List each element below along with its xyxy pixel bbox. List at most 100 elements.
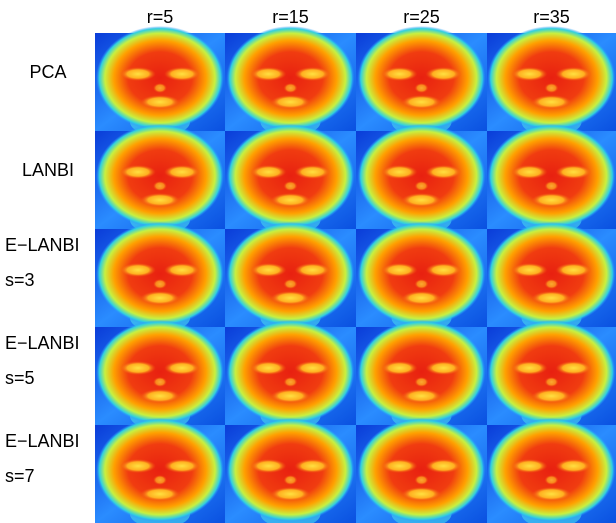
face-heatmap <box>487 418 616 523</box>
face <box>358 418 486 522</box>
mouth-region <box>402 389 442 403</box>
face-heatmap <box>95 26 225 136</box>
face-heatmap <box>356 222 487 332</box>
mouth-region <box>140 95 180 109</box>
nose-region <box>284 181 298 191</box>
mouth-region <box>532 291 572 305</box>
mouth-region <box>532 95 572 109</box>
eye-region <box>251 459 287 473</box>
eye-region <box>251 67 287 81</box>
eye-region <box>382 361 418 375</box>
eye-region <box>164 67 200 81</box>
nose-region <box>415 377 429 387</box>
eye-region <box>120 459 156 473</box>
face-heatmap <box>225 418 356 523</box>
nose-region <box>153 181 167 191</box>
face-heatmap <box>225 320 356 430</box>
mouth-region <box>402 487 442 501</box>
mouth-region <box>402 193 442 207</box>
eye-region <box>382 67 418 81</box>
eye-region <box>556 263 592 277</box>
eye-region <box>382 459 418 473</box>
eye-region <box>295 165 331 179</box>
face <box>227 418 355 522</box>
face <box>488 418 616 522</box>
eye-region <box>251 263 287 277</box>
eye-region <box>382 165 418 179</box>
eye-region <box>512 165 548 179</box>
mouth-region <box>532 487 572 501</box>
column-header: r=35 <box>533 7 570 27</box>
mouth-region <box>532 193 572 207</box>
eye-region <box>512 263 548 277</box>
nose-region <box>415 475 429 485</box>
nose-region <box>415 83 429 93</box>
mouth-region <box>532 389 572 403</box>
row-label: E−LANBI <box>5 333 80 353</box>
eye-region <box>512 67 548 81</box>
face-heatmap <box>225 26 356 136</box>
row-label: LANBI <box>22 160 74 180</box>
face-heatmap <box>95 124 225 234</box>
nose-region <box>284 279 298 289</box>
eye-region <box>426 361 462 375</box>
face-heatmap <box>225 124 356 234</box>
eye-region <box>295 361 331 375</box>
face-heatmap <box>356 320 487 430</box>
row-label: E−LANBI <box>5 431 80 451</box>
face <box>488 320 616 424</box>
face <box>96 124 224 228</box>
mouth-region <box>140 291 180 305</box>
row-label: PCA <box>29 62 66 82</box>
mouth-region <box>271 291 311 305</box>
mouth-region <box>140 389 180 403</box>
column-header: r=25 <box>403 7 440 27</box>
face-heatmap <box>95 418 225 523</box>
face-heatmap <box>95 222 225 332</box>
eye-region <box>120 165 156 179</box>
eye-region <box>295 459 331 473</box>
eye-region <box>382 263 418 277</box>
eye-region <box>120 263 156 277</box>
column-header: r=15 <box>272 7 309 27</box>
nose-region <box>153 279 167 289</box>
face <box>358 26 486 130</box>
eye-region <box>164 459 200 473</box>
row-sublabel: s=5 <box>5 368 35 388</box>
eye-region <box>164 263 200 277</box>
eye-region <box>556 361 592 375</box>
eye-region <box>426 459 462 473</box>
face-heatmap <box>356 124 487 234</box>
nose-region <box>284 377 298 387</box>
eye-region <box>164 165 200 179</box>
nose-region <box>545 377 559 387</box>
nose-region <box>153 83 167 93</box>
nose-region <box>415 181 429 191</box>
nose-region <box>545 181 559 191</box>
face <box>96 222 224 326</box>
face-heatmap <box>487 222 616 332</box>
eye-region <box>426 165 462 179</box>
eye-region <box>164 361 200 375</box>
eye-region <box>251 165 287 179</box>
mouth-region <box>402 95 442 109</box>
row-label: E−LANBI <box>5 235 80 255</box>
face <box>488 124 616 228</box>
column-header: r=5 <box>147 7 174 27</box>
mouth-region <box>140 487 180 501</box>
eye-region <box>556 165 592 179</box>
nose-region <box>153 475 167 485</box>
eye-region <box>251 361 287 375</box>
face-heatmap <box>356 418 487 523</box>
face-heatmap <box>487 124 616 234</box>
mouth-region <box>402 291 442 305</box>
nose-region <box>415 279 429 289</box>
nose-region <box>284 475 298 485</box>
face-heatmap <box>95 320 225 430</box>
mouth-region <box>271 95 311 109</box>
eye-region <box>295 263 331 277</box>
face <box>358 124 486 228</box>
eye-region <box>120 361 156 375</box>
nose-region <box>284 83 298 93</box>
face <box>488 222 616 326</box>
